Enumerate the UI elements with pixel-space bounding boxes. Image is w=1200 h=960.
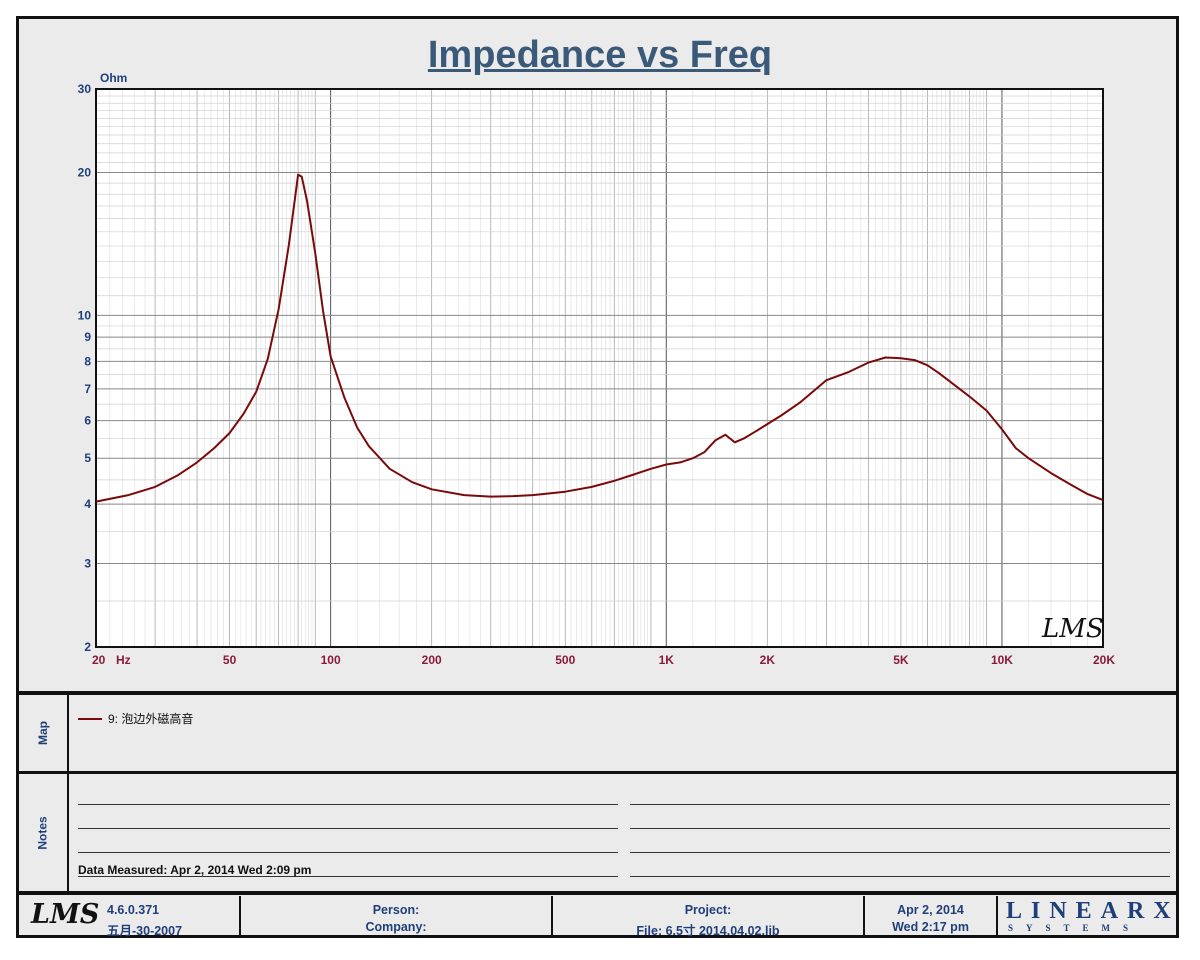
note-line [630, 876, 1170, 877]
y-tick-label: 5 [84, 451, 91, 465]
x-tick-label: 10K [991, 653, 1013, 667]
legend-label: 9: 泡边外磁高音 [108, 712, 194, 726]
footer-bar: LMS 4.6.0.371 五月-30-2007 Person: Company… [19, 896, 1176, 938]
x-tick-label: 500 [555, 653, 575, 667]
version-date: 五月-30-2007 [107, 924, 183, 938]
y-tick-label: 2 [84, 640, 91, 654]
divider-notes-footer [16, 891, 1179, 895]
data-measured-text: Data Measured: Apr 2, 2014 Wed 2:09 pm [78, 863, 312, 877]
map-label: Map [36, 721, 50, 745]
divider-chart-map [16, 691, 1179, 695]
footer-project-cell: Project: File: 6.5寸 2014.04.02.lib [553, 896, 865, 938]
footer-date: Apr 2, 2014 [897, 903, 964, 917]
x-tick-label: 200 [422, 653, 442, 667]
map-panel-label: Map [19, 695, 69, 771]
linearx-systems: SYSTEMS [1008, 923, 1142, 933]
lms-watermark: LMS [1041, 614, 1104, 644]
x-tick-label: 5K [893, 653, 909, 667]
legend-entry: 9: 泡边外磁高音 [78, 710, 193, 727]
notes-panel-label: Notes [19, 774, 69, 891]
notes-label: Notes [36, 815, 50, 850]
note-line [78, 804, 618, 805]
file-label: File: 6.5寸 2014.04.02.lib [636, 924, 780, 938]
y-tick-label: 4 [84, 497, 91, 511]
y-tick-label: 7 [84, 382, 91, 396]
note-line [78, 852, 618, 853]
x-tick-label: 1K [659, 653, 675, 667]
y-tick-label: 8 [84, 354, 91, 368]
note-line [630, 804, 1170, 805]
version-number: 4.6.0.371 [107, 903, 160, 917]
project-label: Project: [684, 903, 732, 917]
note-line [630, 852, 1170, 853]
footer-date-cell: Apr 2, 2014 Wed 2:17 pm [865, 896, 998, 938]
x-tick-label: 20K [1093, 653, 1115, 667]
y-tick-label: 30 [78, 82, 92, 96]
note-line [78, 828, 618, 829]
footer-brand-cell: LINEARX SYSTEMS [998, 896, 1176, 938]
y-tick-label: 9 [84, 330, 91, 344]
impedance-chart: 2 3 4 5 6 7 8 9 10 20 30 Ohm 20 50 100 200 500 1K 2K 5K 10K 2… [78, 71, 1116, 667]
y-tick-label: 6 [84, 414, 91, 428]
footer-version-cell: LMS 4.6.0.371 五月-30-2007 [19, 896, 241, 938]
footer-person-cell: Person: Company: [241, 896, 553, 938]
x-tick-label: 100 [321, 653, 341, 667]
note-line [78, 876, 618, 877]
x-tick-label: 2K [760, 653, 776, 667]
x-tick-label: 50 [223, 653, 237, 667]
divider-map-notes [16, 771, 1179, 774]
y-tick-label: 3 [84, 556, 91, 570]
x-axis-label: Hz [116, 653, 131, 667]
legend-swatch [78, 717, 102, 720]
y-tick-label: 20 [78, 166, 92, 180]
person-label: Person: [372, 903, 420, 917]
plot-border [95, 88, 1104, 648]
y-tick-label: 10 [78, 308, 92, 322]
note-line [630, 828, 1170, 829]
chart-title: Impedance vs Freq [427, 34, 773, 76]
company-label: Company: [365, 920, 427, 934]
impedance-curve [95, 173, 1104, 503]
lms-logo: LMS [31, 899, 100, 930]
footer-time: Wed 2:17 pm [892, 920, 969, 934]
linearx-logo: LINEARX [1006, 898, 1180, 924]
y-axis-label: Ohm [100, 71, 127, 85]
x-tick-label: 20 [92, 653, 106, 667]
